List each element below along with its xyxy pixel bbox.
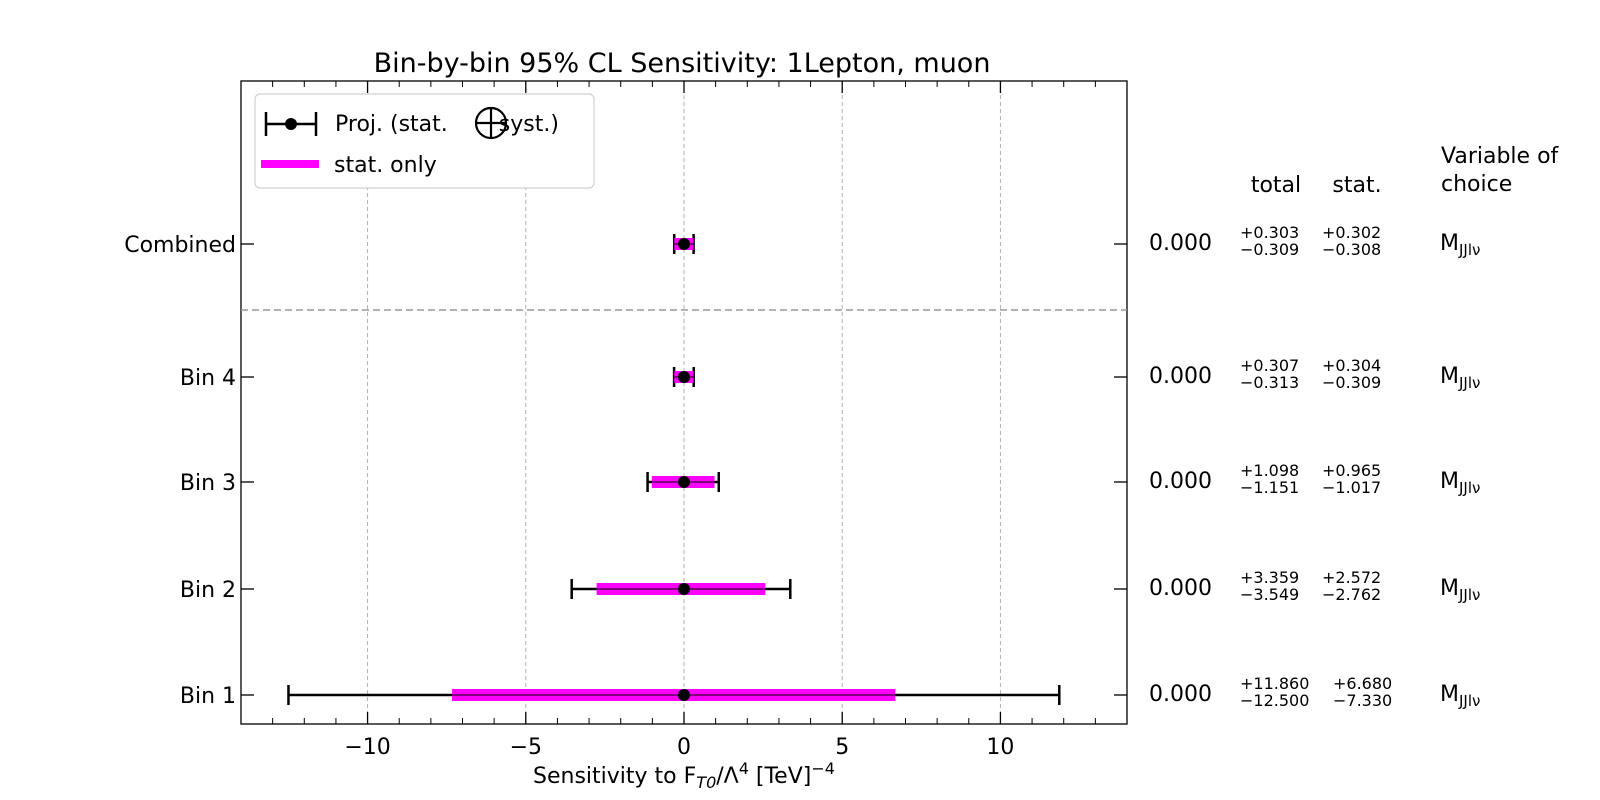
stat-down-label: −0.309 bbox=[1322, 373, 1381, 392]
x-axis-label-mid: /Λ bbox=[716, 764, 738, 789]
legend-projection-text-post: syst.) bbox=[499, 112, 559, 137]
stat-down-label: −0.308 bbox=[1322, 240, 1381, 259]
variable-label-main: M bbox=[1440, 576, 1459, 601]
x-tick-label: −5 bbox=[510, 735, 542, 760]
x-axis-label-sup1: 4 bbox=[739, 759, 749, 778]
x-axis-label-post: [TeV] bbox=[749, 764, 811, 789]
x-axis-label-sub: T0 bbox=[696, 773, 716, 792]
total-up-label: +1.098 bbox=[1240, 461, 1299, 480]
x-tick-label: 10 bbox=[986, 735, 1014, 760]
variable-label: MJJlν bbox=[1440, 469, 1480, 497]
header-variable-line1: Variable of bbox=[1441, 144, 1560, 169]
legend-box bbox=[254, 93, 595, 189]
variable-label: MJJlν bbox=[1440, 576, 1480, 604]
variable-label-sub: JJlν bbox=[1458, 241, 1480, 259]
total-down-label: −12.500 bbox=[1240, 691, 1309, 710]
total-up-label: +0.303 bbox=[1240, 223, 1299, 242]
legend-errorbar-marker bbox=[264, 112, 318, 136]
stat-down-label: −1.017 bbox=[1322, 478, 1381, 497]
x-tick-label: −10 bbox=[344, 735, 390, 760]
legend: Proj. (stat. syst.) stat. only bbox=[254, 93, 595, 189]
central-value-point bbox=[678, 583, 690, 595]
category-labels: Combined Bin 4 Bin 3 Bin 2 Bin 1 bbox=[124, 233, 236, 709]
total-down-label: −0.313 bbox=[1240, 373, 1299, 392]
central-value-label: 0.000 bbox=[1149, 231, 1212, 256]
variable-label-sub: JJlν bbox=[1458, 692, 1480, 710]
legend-entry-projection: Proj. (stat. syst.) bbox=[335, 112, 559, 137]
variable-label-main: M bbox=[1440, 231, 1459, 256]
stat-up-label: +0.304 bbox=[1322, 356, 1381, 375]
chart-title: Bin-by-bin 95% CL Sensitivity: 1Lepton, … bbox=[374, 48, 991, 79]
ticks-layer: −10 −5 0 5 10 bbox=[240, 81, 1128, 760]
stat-down-label: −7.330 bbox=[1333, 691, 1392, 710]
x-tick-label: 0 bbox=[677, 735, 691, 760]
central-value-label: 0.000 bbox=[1149, 469, 1212, 494]
header-total: total bbox=[1251, 173, 1301, 198]
legend-projection-text-pre: Proj. (stat. bbox=[335, 112, 448, 137]
stat-up-label: +6.680 bbox=[1333, 674, 1392, 693]
stat-down-label: −2.762 bbox=[1322, 585, 1381, 604]
circled-plus-icon bbox=[474, 106, 508, 140]
total-down-label: −0.309 bbox=[1240, 240, 1299, 259]
total-down-label: −1.151 bbox=[1240, 478, 1299, 497]
total-up-label: +3.359 bbox=[1240, 568, 1299, 587]
variable-label: MJJlν bbox=[1440, 231, 1480, 259]
variable-label-sub: JJlν bbox=[1458, 374, 1480, 392]
central-value-point bbox=[678, 371, 690, 383]
total-up-label: +0.307 bbox=[1240, 356, 1299, 375]
stat-up-label: +0.965 bbox=[1322, 461, 1381, 480]
x-axis-label-pre: Sensitivity to F bbox=[533, 764, 696, 789]
category-label: Combined bbox=[124, 233, 236, 258]
x-axis-label-sup2: −4 bbox=[811, 759, 835, 778]
legend-entry-stat-only: stat. only bbox=[334, 153, 437, 178]
category-label: Bin 4 bbox=[180, 366, 236, 391]
header-variable-line2: choice bbox=[1441, 172, 1512, 197]
central-value-point bbox=[678, 238, 690, 250]
x-tick-label: 5 bbox=[835, 735, 849, 760]
central-value-point bbox=[678, 689, 690, 701]
total-down-label: −3.549 bbox=[1240, 585, 1299, 604]
variable-label-main: M bbox=[1440, 364, 1459, 389]
variable-label-sub: JJlν bbox=[1458, 586, 1480, 604]
header-stat: stat. bbox=[1332, 173, 1381, 198]
central-value-point bbox=[678, 476, 690, 488]
variable-label-main: M bbox=[1440, 469, 1459, 494]
category-label: Bin 3 bbox=[180, 471, 236, 496]
central-value-label: 0.000 bbox=[1149, 364, 1212, 389]
stat-up-label: +2.572 bbox=[1322, 568, 1381, 587]
total-up-label: +11.860 bbox=[1240, 674, 1309, 693]
variable-label-sub: JJlν bbox=[1458, 479, 1480, 497]
category-label: Bin 2 bbox=[180, 578, 236, 603]
marks-layer bbox=[287, 234, 1061, 705]
category-label: Bin 1 bbox=[180, 684, 236, 709]
variable-label-main: M bbox=[1440, 682, 1459, 707]
central-value-label: 0.000 bbox=[1149, 576, 1212, 601]
stat-up-label: +0.302 bbox=[1322, 223, 1381, 242]
x-axis-label: Sensitivity to FT0/Λ4 [TeV]−4 bbox=[533, 759, 835, 792]
variable-label: MJJlν bbox=[1440, 682, 1480, 710]
central-value-label: 0.000 bbox=[1149, 682, 1212, 707]
variable-label: MJJlν bbox=[1440, 364, 1480, 392]
